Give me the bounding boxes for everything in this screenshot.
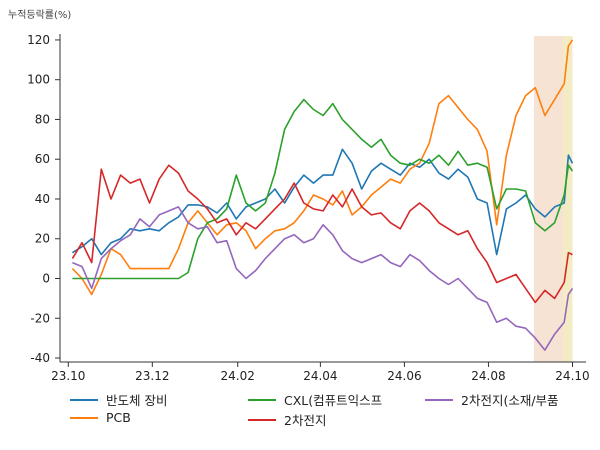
y-tick-label: 40 [35, 192, 50, 206]
x-tick-label: 24.10 [555, 369, 589, 383]
series-line-3 [71, 164, 573, 304]
y-tick-label: 80 [35, 112, 50, 126]
x-tick-label: 24.06 [387, 369, 421, 383]
legend-label: 2차전지(소재/부품 [461, 393, 559, 408]
legend-item: 반도체 장비 [70, 390, 167, 409]
y-tick-label: -20 [30, 311, 50, 325]
y-tick-label: 120 [27, 33, 50, 47]
legend-label: PCB [106, 410, 131, 425]
x-tick-label: 24.02 [221, 369, 255, 383]
y-tick-label: 60 [35, 152, 50, 166]
legend-item: PCB [70, 410, 131, 425]
series-line-1 [71, 39, 574, 296]
legend-label: 반도체 장비 [106, 393, 168, 408]
legend-label: 2차전지 [284, 413, 327, 428]
series-line-0 [71, 148, 574, 256]
x-tick-label: 23.10 [51, 369, 85, 383]
legend-swatch [70, 398, 98, 401]
y-tick-label: 20 [35, 232, 50, 246]
legend-item: CXL(컴퓨트익스프 [248, 390, 382, 409]
x-tick-label: 23.12 [135, 369, 169, 383]
x-tick-label: 24.08 [471, 369, 505, 383]
legend-swatch [248, 418, 276, 421]
series-line-4 [72, 206, 574, 351]
x-tick-label: 24.04 [303, 369, 337, 383]
legend-item: 2차전지 [248, 410, 326, 429]
legend-item: 2차전지(소재/부품 [425, 390, 559, 409]
series-line-2 [72, 98, 574, 280]
y-tick-label: -40 [30, 351, 50, 365]
y-tick-label: 100 [27, 73, 50, 87]
legend-swatch [425, 398, 453, 401]
y-tick-label: 0 [42, 272, 50, 286]
highlight-band-1 [562, 36, 573, 362]
legend-swatch [248, 398, 276, 401]
legend-swatch [70, 416, 98, 419]
legend-label: CXL(컴퓨트익스프 [284, 393, 383, 408]
y-axis-label: 누적등락률(%) [8, 10, 72, 21]
